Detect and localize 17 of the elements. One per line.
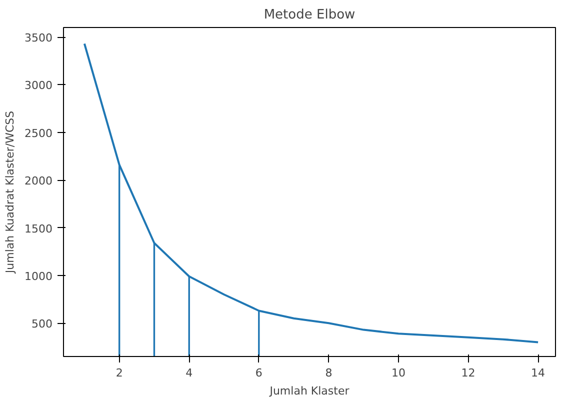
x-tick-label: 10 bbox=[391, 366, 406, 380]
y-tick-label: 3000 bbox=[24, 79, 53, 92]
y-tick-label: 1000 bbox=[24, 270, 53, 283]
y-tick-label: 1500 bbox=[24, 222, 53, 236]
y-axis-title: Jumlah Kuadrat Klaster/WCSS bbox=[4, 110, 17, 274]
x-tick-label: 4 bbox=[186, 366, 193, 380]
y-tick-label: 2000 bbox=[24, 174, 53, 188]
y-tick-label: 500 bbox=[32, 318, 53, 331]
x-tick-label: 6 bbox=[255, 366, 262, 380]
y-tick-label: 3500 bbox=[24, 32, 53, 45]
x-tick-label: 8 bbox=[325, 366, 332, 380]
x-tick-label: 12 bbox=[461, 366, 476, 380]
x-tick-label: 14 bbox=[531, 366, 546, 380]
chart-title: Metode Elbow bbox=[264, 8, 356, 22]
x-axis-title: Jumlah Klaster bbox=[268, 384, 350, 398]
x-tick-label: 2 bbox=[116, 366, 123, 380]
y-tick-label: 2500 bbox=[24, 126, 53, 140]
